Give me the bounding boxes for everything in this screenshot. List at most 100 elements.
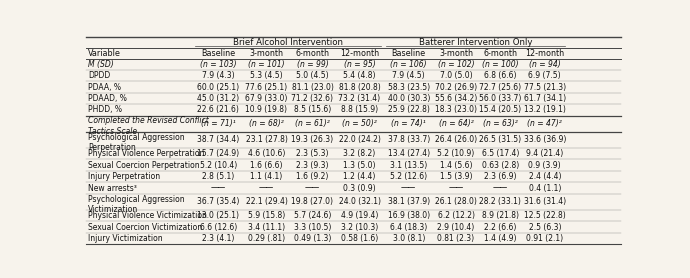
Text: 13.0 (25.1): 13.0 (25.1)	[197, 211, 239, 220]
Text: 3.2 (10.3): 3.2 (10.3)	[341, 223, 378, 232]
Text: ——: ——	[305, 183, 320, 193]
Text: 58.3 (23.5): 58.3 (23.5)	[388, 83, 430, 91]
Text: 3-month: 3-month	[439, 49, 473, 58]
Text: ——: ——	[493, 183, 508, 193]
Text: Psychological Aggression
Victimization: Psychological Aggression Victimization	[88, 195, 185, 214]
Text: 2.2 (6.6): 2.2 (6.6)	[484, 223, 517, 232]
Text: 40.0 (30.3): 40.0 (30.3)	[388, 94, 430, 103]
Text: 28.2 (33.1): 28.2 (33.1)	[480, 197, 522, 206]
Text: (n = 94): (n = 94)	[529, 60, 561, 69]
Text: 6-month: 6-month	[484, 49, 518, 58]
Text: 9.4 (21.4): 9.4 (21.4)	[526, 149, 564, 158]
Text: 71.2 (32.6): 71.2 (32.6)	[291, 94, 333, 103]
Text: 2.3 (9.3): 2.3 (9.3)	[296, 161, 328, 170]
Text: Baseline: Baseline	[392, 49, 426, 58]
Text: 18.3 (23.0): 18.3 (23.0)	[435, 105, 477, 114]
Text: (n = 102): (n = 102)	[437, 60, 474, 69]
Text: 1.2 (4.4): 1.2 (4.4)	[344, 172, 375, 181]
Text: (n = 103): (n = 103)	[200, 60, 237, 69]
Text: 19.3 (26.3): 19.3 (26.3)	[291, 135, 333, 145]
Text: 5.0 (4.5): 5.0 (4.5)	[296, 71, 328, 80]
Text: 56.0 (33.7): 56.0 (33.7)	[480, 94, 522, 103]
Text: 22.6 (21.6): 22.6 (21.6)	[197, 105, 239, 114]
Text: 4.6 (10.6): 4.6 (10.6)	[248, 149, 285, 158]
Text: (n = 74)¹: (n = 74)¹	[391, 119, 426, 128]
Text: 37.8 (33.7): 37.8 (33.7)	[388, 135, 430, 145]
Text: 2.5 (6.3): 2.5 (6.3)	[529, 223, 561, 232]
Text: 24.0 (32.1): 24.0 (32.1)	[339, 197, 380, 206]
Text: 6.2 (12.2): 6.2 (12.2)	[437, 211, 475, 220]
Text: 1.4 (4.9): 1.4 (4.9)	[484, 234, 517, 243]
Text: PDAAD, %: PDAAD, %	[88, 94, 127, 103]
Text: 3.2 (8.2): 3.2 (8.2)	[344, 149, 375, 158]
Text: 10.9 (19.8): 10.9 (19.8)	[246, 105, 288, 114]
Text: 5.7 (24.6): 5.7 (24.6)	[294, 211, 331, 220]
Text: 8.5 (15.6): 8.5 (15.6)	[294, 105, 331, 114]
Text: PDAA, %: PDAA, %	[88, 83, 121, 91]
Text: 31.6 (31.4): 31.6 (31.4)	[524, 197, 566, 206]
Text: 19.8 (27.0): 19.8 (27.0)	[291, 197, 333, 206]
Text: 3-month: 3-month	[250, 49, 284, 58]
Text: (n = 68)²: (n = 68)²	[249, 119, 284, 128]
Text: 0.3 (0.9): 0.3 (0.9)	[343, 183, 376, 193]
Text: 3.4 (11.1): 3.4 (11.1)	[248, 223, 285, 232]
Text: 0.29 (.81): 0.29 (.81)	[248, 234, 285, 243]
Text: 0.58 (1.6): 0.58 (1.6)	[341, 234, 378, 243]
Text: 4.9 (19.4): 4.9 (19.4)	[341, 211, 378, 220]
Text: Completed the Revised Conflict
Tactics Scale: Completed the Revised Conflict Tactics S…	[88, 116, 209, 136]
Text: 81.8 (20.8): 81.8 (20.8)	[339, 83, 380, 91]
Text: 15.4 (20.5): 15.4 (20.5)	[480, 105, 522, 114]
Text: 1.6 (6.6): 1.6 (6.6)	[250, 161, 283, 170]
Text: 36.7 (35.4): 36.7 (35.4)	[197, 197, 239, 206]
Text: (n = 71)¹: (n = 71)¹	[201, 119, 236, 128]
Text: 38.1 (37.9): 38.1 (37.9)	[388, 197, 430, 206]
Text: 2.3 (5.3): 2.3 (5.3)	[296, 149, 328, 158]
Text: 0.63 (2.8): 0.63 (2.8)	[482, 161, 519, 170]
Text: Psychological Aggression
Perpetration: Psychological Aggression Perpetration	[88, 133, 185, 152]
Text: 15.7 (24.9): 15.7 (24.9)	[197, 149, 239, 158]
Text: 2.4 (4.4): 2.4 (4.4)	[529, 172, 561, 181]
Text: 0.9 (3.9): 0.9 (3.9)	[529, 161, 561, 170]
Text: 77.6 (25.1): 77.6 (25.1)	[246, 83, 288, 91]
Text: 33.6 (36.9): 33.6 (36.9)	[524, 135, 566, 145]
Text: Sexual Coercion Victimization: Sexual Coercion Victimization	[88, 223, 202, 232]
Text: ——: ——	[210, 183, 226, 193]
Text: 0.49 (1.3): 0.49 (1.3)	[294, 234, 331, 243]
Text: 5.3 (4.5): 5.3 (4.5)	[250, 71, 283, 80]
Text: 5.2 (10.9): 5.2 (10.9)	[437, 149, 475, 158]
Text: 38.7 (34.4): 38.7 (34.4)	[197, 135, 239, 145]
Text: 72.7 (25.6): 72.7 (25.6)	[480, 83, 522, 91]
Text: (n = 99): (n = 99)	[297, 60, 328, 69]
Text: 5.4 (4.8): 5.4 (4.8)	[343, 71, 376, 80]
Text: 81.1 (23.0): 81.1 (23.0)	[291, 83, 333, 91]
Text: DPDD: DPDD	[88, 71, 110, 80]
Text: 25.9 (22.8): 25.9 (22.8)	[388, 105, 430, 114]
Text: 12-month: 12-month	[340, 49, 379, 58]
Text: New arrests³: New arrests³	[88, 183, 137, 193]
Text: 12.5 (22.8): 12.5 (22.8)	[524, 211, 566, 220]
Text: 5.2 (10.4): 5.2 (10.4)	[199, 161, 237, 170]
Text: 45.0 (31.2): 45.0 (31.2)	[197, 94, 239, 103]
Text: Baseline: Baseline	[201, 49, 235, 58]
Text: 77.5 (21.3): 77.5 (21.3)	[524, 83, 566, 91]
Text: Variable: Variable	[88, 49, 121, 58]
Text: (n = 106): (n = 106)	[391, 60, 427, 69]
Text: 2.9 (10.4): 2.9 (10.4)	[437, 223, 475, 232]
Text: 6.5 (17.4): 6.5 (17.4)	[482, 149, 519, 158]
Text: Batterer Intervention Only: Batterer Intervention Only	[419, 38, 532, 46]
Text: 6.6 (12.6): 6.6 (12.6)	[199, 223, 237, 232]
Text: (n = 47)²: (n = 47)²	[527, 119, 562, 128]
Text: (n = 61)²: (n = 61)²	[295, 119, 330, 128]
Text: 73.2 (31.4): 73.2 (31.4)	[338, 94, 381, 103]
Text: 1.4 (5.6): 1.4 (5.6)	[440, 161, 472, 170]
Text: ——: ——	[259, 183, 274, 193]
Text: 6.9 (7.5): 6.9 (7.5)	[529, 71, 561, 80]
Text: Sexual Coercion Perpetration: Sexual Coercion Perpetration	[88, 161, 200, 170]
Text: ——: ——	[401, 183, 416, 193]
Text: 7.9 (4.3): 7.9 (4.3)	[202, 71, 235, 80]
Text: 7.0 (5.0): 7.0 (5.0)	[440, 71, 473, 80]
Text: 0.91 (2.1): 0.91 (2.1)	[526, 234, 563, 243]
Text: 3.3 (10.5): 3.3 (10.5)	[294, 223, 331, 232]
Text: 55.6 (34.2): 55.6 (34.2)	[435, 94, 477, 103]
Text: ——: ——	[448, 183, 464, 193]
